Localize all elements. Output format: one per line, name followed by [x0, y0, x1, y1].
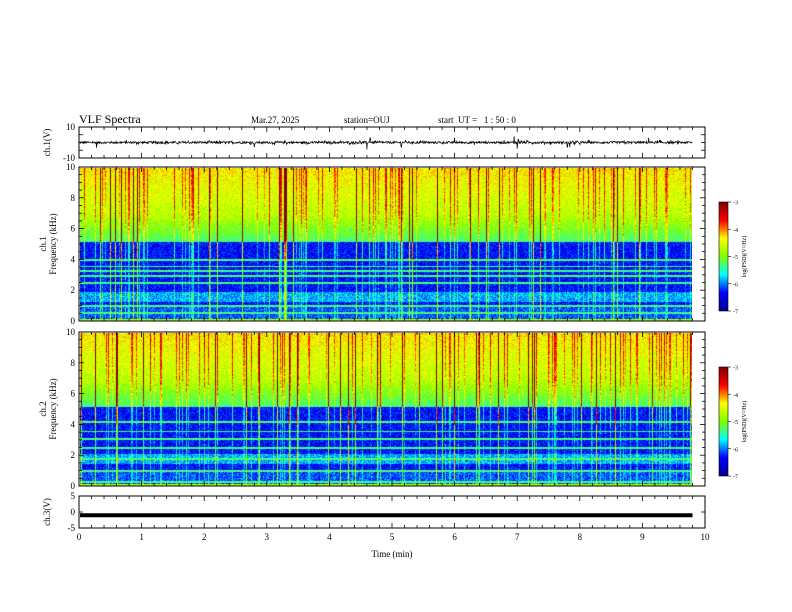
ch1-waveform-trace: [79, 136, 693, 150]
figure-title: VLF Spectra: [79, 112, 141, 126]
colorbar-label: log(PSD)(V²/Hz): [741, 401, 748, 442]
ch1-ylabel-line: Frequency (kHz): [48, 213, 58, 274]
ch2-ylabel-line: ch.2: [38, 401, 48, 416]
x-tick-label: 3: [265, 532, 270, 542]
ch1-y-tick-label: -10: [63, 153, 75, 163]
colorbar-tick-label: -7: [733, 475, 738, 481]
y-tick-label: 4: [71, 419, 76, 429]
header-station: station=OUJ: [344, 115, 390, 125]
ch1-spectrogram-image: [80, 168, 692, 321]
x-tick-label: 10: [701, 532, 711, 542]
ch1-ylabel-line: ch.1: [38, 236, 48, 251]
x-tick-label: 7: [515, 532, 520, 542]
ch3-y-tick-label: -5: [68, 523, 76, 533]
ch3-y-tick-label: 5: [71, 491, 76, 501]
colorbar-label-text: log(PSD)(V²/Hz): [741, 401, 748, 442]
x-tick-label: 1: [139, 532, 144, 542]
y-tick-label: 6: [71, 389, 76, 399]
colorbar-tick-label: -4: [733, 228, 738, 234]
y-tick-label: 2: [71, 285, 76, 295]
ch3-y-ticks: [79, 495, 705, 529]
header-start-time: start UT = 1 : 50 : 0: [438, 115, 516, 125]
ch1-ylabel: ch.1 Frequency (kHz): [38, 213, 58, 274]
y-tick-label: 2: [71, 450, 76, 460]
colorbar-label-text: log(PSD)(V²/Hz): [741, 236, 748, 277]
y-tick-label: 4: [71, 254, 76, 264]
colorbar-tick-label: -3: [733, 201, 738, 207]
x-tick-label: 8: [578, 532, 583, 542]
x-tick-label: 2: [202, 532, 207, 542]
colorbar-tick-label: -4: [733, 393, 738, 399]
ch1-y-tick-label: 10: [66, 122, 76, 132]
colorbar-tick-label: -7: [733, 310, 738, 316]
x-ticks: [78, 496, 706, 528]
colorbar-tick-label: -6: [733, 447, 738, 453]
ch3-waveform-ylabel-line: ch.3(V): [42, 498, 52, 526]
ch1-y-ticks: [79, 166, 705, 322]
y-tick-label: 8: [71, 358, 76, 368]
x-tick-label: 5: [390, 532, 395, 542]
y-tick-label: 0: [71, 316, 76, 326]
colorbar-tick-label: -5: [733, 255, 738, 261]
ch1-colorbar: [719, 202, 728, 311]
x-tick-label: 9: [640, 532, 645, 542]
ch3-y-tick-label: 0: [71, 507, 76, 517]
y-tick-label: 10: [66, 327, 76, 337]
x-ticks: [78, 167, 706, 321]
y-tick-label: 10: [66, 162, 76, 172]
x-axis-label: Time (min): [372, 549, 413, 559]
y-tick-label: 6: [71, 224, 76, 234]
ch1-y-ticks: [79, 126, 705, 159]
y-tick-label: 0: [71, 481, 76, 491]
x-tick-label: 4: [327, 532, 332, 542]
y-tick-label: 8: [71, 193, 76, 203]
header-date: Mar.27, 2025: [251, 115, 300, 125]
x-tick-label: 0: [77, 532, 82, 542]
x-ticks: [78, 332, 706, 486]
ch3-waveform-ylabel: ch.3(V): [42, 498, 52, 526]
colorbar-label: log(PSD)(V²/Hz): [741, 236, 748, 277]
ch2-ylabel: ch.2 Frequency (kHz): [38, 378, 58, 439]
colorbar-tick-label: -3: [733, 366, 738, 372]
x-tick-label: 6: [452, 532, 457, 542]
ch2-spectrogram-image: [80, 333, 692, 486]
colorbar-tick-label: -5: [733, 420, 738, 426]
ch1-waveform-ylabel: ch.1(V): [42, 129, 52, 157]
ch2-ylabel-line: Frequency (kHz): [48, 378, 58, 439]
ch2-y-ticks: [79, 331, 705, 487]
x-ticks: [78, 127, 706, 158]
colorbar-tick-label: -6: [733, 282, 738, 288]
ch2-colorbar: [719, 367, 728, 476]
ch1-waveform-ylabel-line: ch.1(V): [42, 129, 52, 157]
